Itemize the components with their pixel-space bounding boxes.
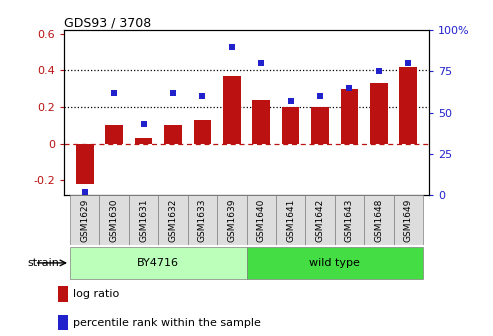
- Text: GSM1640: GSM1640: [257, 198, 266, 242]
- Text: GSM1631: GSM1631: [139, 198, 148, 242]
- Bar: [164, 125, 182, 144]
- Text: strain: strain: [27, 258, 59, 268]
- Bar: [305, 195, 335, 245]
- Text: GSM1642: GSM1642: [316, 199, 324, 242]
- Point: [169, 90, 177, 95]
- Bar: [58, 315, 68, 331]
- Bar: [399, 67, 417, 144]
- Point: [404, 60, 412, 66]
- Text: GSM1649: GSM1649: [404, 198, 413, 242]
- Bar: [393, 195, 423, 245]
- Bar: [70, 247, 246, 279]
- Bar: [217, 195, 246, 245]
- Text: GSM1630: GSM1630: [109, 198, 119, 242]
- Point: [375, 69, 383, 74]
- Bar: [70, 195, 100, 245]
- Point: [287, 98, 295, 104]
- Bar: [252, 100, 270, 144]
- Point: [110, 90, 118, 95]
- Text: GSM1633: GSM1633: [198, 198, 207, 242]
- Bar: [282, 107, 299, 144]
- Bar: [158, 195, 188, 245]
- Point: [81, 189, 89, 194]
- Bar: [335, 195, 364, 245]
- Bar: [364, 195, 393, 245]
- Bar: [58, 286, 68, 302]
- Bar: [246, 247, 423, 279]
- Point: [316, 93, 324, 99]
- Text: GSM1639: GSM1639: [227, 198, 236, 242]
- Bar: [135, 138, 152, 144]
- Text: percentile rank within the sample: percentile rank within the sample: [72, 318, 261, 328]
- Text: BY4716: BY4716: [137, 258, 179, 268]
- Bar: [341, 89, 358, 144]
- Bar: [188, 195, 217, 245]
- Text: log ratio: log ratio: [72, 289, 119, 299]
- Text: wild type: wild type: [309, 258, 360, 268]
- Point: [198, 93, 206, 99]
- Text: GSM1643: GSM1643: [345, 198, 354, 242]
- Point: [257, 60, 265, 66]
- Bar: [370, 83, 387, 144]
- Bar: [223, 76, 241, 144]
- Text: GSM1641: GSM1641: [286, 198, 295, 242]
- Bar: [194, 120, 211, 144]
- Text: GDS93 / 3708: GDS93 / 3708: [64, 16, 151, 29]
- Point: [228, 44, 236, 49]
- Bar: [246, 195, 276, 245]
- Point: [346, 85, 353, 90]
- Bar: [76, 144, 94, 184]
- Bar: [129, 195, 158, 245]
- Text: GSM1629: GSM1629: [80, 198, 89, 242]
- Bar: [276, 195, 305, 245]
- Text: GSM1648: GSM1648: [374, 198, 384, 242]
- Bar: [106, 125, 123, 144]
- Bar: [100, 195, 129, 245]
- Point: [140, 121, 147, 127]
- Bar: [311, 107, 329, 144]
- Text: GSM1632: GSM1632: [169, 198, 177, 242]
